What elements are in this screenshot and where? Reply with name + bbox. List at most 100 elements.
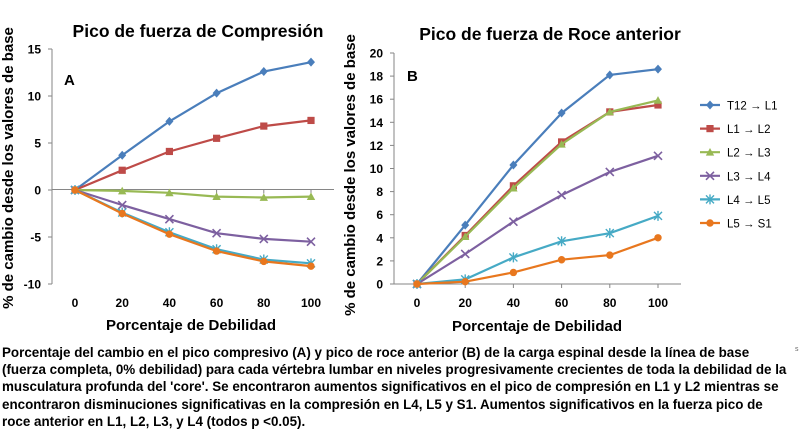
chart-a-data-point	[306, 192, 316, 200]
chart-b-x-tick-label: 60	[555, 296, 569, 310]
chart-a-series-0	[71, 57, 315, 195]
legend-swatch-marker	[706, 125, 714, 133]
chart-a-x-tick-label: 100	[301, 296, 321, 310]
chart-b-y-axis-label: % de cambio desde los valores de base	[342, 34, 359, 316]
chart-a-series-line	[74, 188, 312, 243]
chart-a-data-point	[118, 209, 126, 218]
chart-b-data-point	[509, 183, 518, 192]
legend-item: L5 → S1	[700, 219, 772, 231]
chart-a-data-point	[212, 247, 221, 255]
chart-a-data-point	[213, 134, 221, 142]
chart-b-series-line	[416, 103, 659, 285]
chart-b-series-line	[416, 154, 659, 285]
chart-b-data-point	[509, 268, 518, 277]
chart-b-data-point	[605, 70, 614, 80]
legend-label: L4 → L5	[727, 195, 770, 207]
chart-a-x-axis-label: Porcentaje de Debilidad	[106, 317, 276, 334]
chart-a-series-line	[74, 189, 312, 268]
chart-a-series-5	[71, 186, 315, 270]
chart-b-series-5	[413, 234, 662, 288]
chart-b-x-axis-label: Porcentaje de Debilidad	[452, 318, 622, 335]
chart-b-y-tick-label: 20	[370, 47, 384, 61]
chart-a-series-line	[74, 188, 312, 199]
chart-a-data-point	[117, 200, 127, 210]
chart-b-panel-label: B	[407, 68, 418, 85]
legend-label: T12 → L1	[727, 101, 778, 113]
chart-a-y-tick-label: -5	[30, 231, 41, 245]
chart-a-data-point	[307, 116, 315, 125]
chart-b-data-point	[508, 252, 518, 263]
chart-a-data-point	[260, 122, 268, 130]
chart-a-data-point	[212, 88, 221, 98]
chart-b-x-tick-label: 80	[603, 296, 617, 310]
chart-b-data-point	[653, 96, 663, 104]
chart-b-y-tick-label: 8	[376, 185, 383, 199]
chart-b-series-line	[416, 99, 659, 285]
chart-a-data-point	[118, 186, 127, 195]
chart-a-data-point	[212, 192, 221, 200]
chart-b-title: Pico de fuerza de Roce anterior	[419, 24, 681, 44]
chart-b-y-tick-label: 14	[370, 116, 384, 130]
chart-a-data-point	[259, 193, 268, 201]
stray-mark: s	[795, 346, 799, 353]
chart-b-legend: T12 → L1 L1 → L2 L2 → L3 L3 → L4 L4 → L5 L5 →…	[700, 100, 778, 231]
chart-b-data-point	[557, 108, 566, 118]
chart-b-x-tick-label: 0	[414, 296, 421, 310]
chart-b-x-tick-label: 20	[459, 296, 473, 310]
chart-a-title: Pico de fuerza de Compresión	[73, 21, 324, 41]
chart-a-data-point	[212, 228, 222, 238]
chart-a-data-point	[165, 147, 173, 156]
chart-b-series-line	[416, 214, 659, 286]
chart-a-data-point	[71, 186, 79, 194]
legend-label: L3 → L4	[727, 171, 771, 183]
chart-a-data-point	[165, 188, 174, 197]
chart-panel-b: Pico de fuerza de Roce anterior B % de c…	[342, 24, 778, 335]
chart-b-data-point	[557, 236, 567, 247]
chart-a-data-point	[165, 230, 174, 238]
chart-a-data-point	[306, 237, 316, 247]
chart-b-x-tick-label: 40	[507, 296, 521, 310]
chart-b-y-tick-label: 2	[376, 254, 383, 268]
chart-b-data-point	[508, 217, 518, 227]
legend-item: L1 → L2	[700, 124, 770, 136]
legend-item: L2 → L3	[700, 148, 770, 160]
chart-a-y-tick-label: 5	[34, 137, 41, 151]
chart-b-series-2	[412, 96, 663, 288]
chart-b-data-point	[605, 107, 614, 116]
chart-a-data-point	[164, 214, 174, 224]
chart-b-data-point	[509, 160, 518, 170]
legend-swatch-marker	[706, 219, 714, 227]
chart-b-data-point	[654, 234, 662, 242]
chart-b-data-point	[653, 151, 663, 161]
chart-a-x-tick-label: 60	[210, 296, 224, 310]
chart-b-x-tick-label: 100	[648, 296, 668, 310]
chart-a-y-tick-label: -10	[24, 278, 42, 292]
chart-b-y-tick-label: 0	[376, 278, 383, 292]
chart-a-x-tick-label: 40	[163, 296, 177, 310]
chart-a-series-line	[74, 119, 312, 192]
chart-b-data-point	[557, 140, 566, 148]
chart-b-data-point	[460, 249, 470, 259]
chart-b-y-tick-label: 12	[370, 139, 384, 153]
chart-b-y-tick-label: 10	[370, 162, 384, 176]
chart-b-data-point	[557, 256, 566, 264]
figure-caption: Porcentaje del cambio en el pico compres…	[2, 345, 787, 429]
chart-b-y-tick-label: 4	[376, 231, 383, 245]
legend-swatch-marker	[705, 171, 715, 181]
legend-swatch-marker	[706, 100, 714, 110]
chart-b-data-point	[606, 251, 614, 259]
legend-item: L4 → L5	[700, 194, 770, 207]
chart-b-series-0	[413, 64, 662, 289]
chart-b-y-tick-label: 18	[370, 70, 384, 84]
legend-swatch-marker	[705, 148, 715, 156]
chart-a-x-tick-label: 0	[72, 296, 79, 310]
legend-swatch-marker	[705, 194, 715, 205]
chart-b-data-point	[461, 220, 470, 230]
chart-b-y-tick-label: 16	[370, 93, 384, 107]
chart-panel-a: Pico de fuerza de Compresión A % de camb…	[0, 21, 334, 334]
chart-a-data-point	[259, 234, 269, 244]
chart-a-series-1	[71, 116, 315, 194]
chart-b-series-line	[416, 236, 659, 286]
chart-a-data-point	[307, 262, 315, 270]
